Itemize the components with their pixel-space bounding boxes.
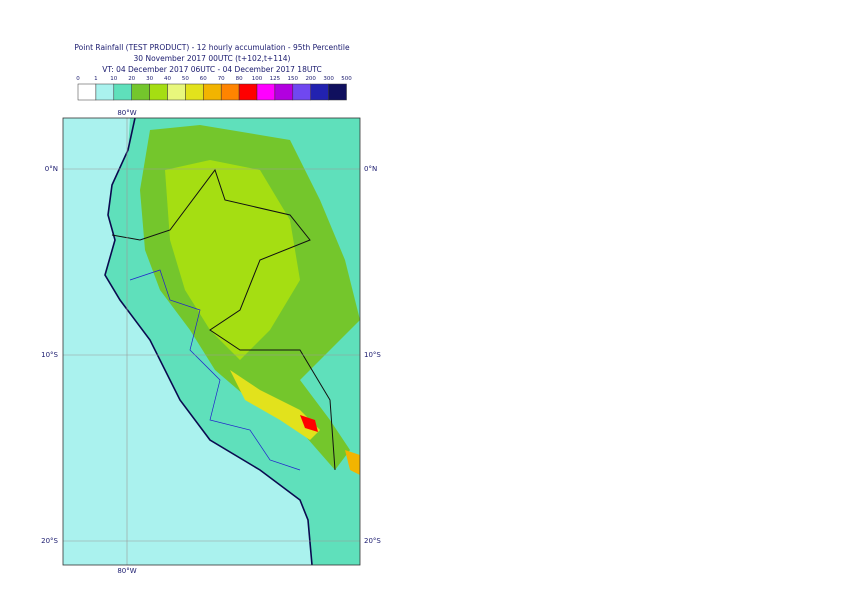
legend-swatch bbox=[77, 83, 97, 101]
legend-label: 500 bbox=[341, 76, 352, 82]
legend-label: 200 bbox=[305, 76, 316, 82]
legend-swatch bbox=[113, 83, 132, 101]
legend-label: 50 bbox=[182, 76, 189, 82]
border bbox=[111, 168, 336, 471]
legend-label: 20 bbox=[128, 76, 135, 82]
legend-label: 1 bbox=[94, 76, 98, 82]
rain-area bbox=[345, 450, 360, 475]
legend-label: 150 bbox=[288, 76, 299, 82]
legend-swatch bbox=[95, 83, 115, 101]
legend-label: 10 bbox=[110, 76, 117, 82]
legend-label: 0 bbox=[76, 76, 80, 82]
legend-label: 30 bbox=[146, 76, 153, 82]
legend-swatch bbox=[292, 83, 311, 101]
lon-label: 80°W bbox=[117, 109, 136, 117]
legend-swatch bbox=[238, 83, 258, 101]
lat-label: 0°N bbox=[45, 165, 58, 173]
lon-label: 80°W bbox=[117, 567, 136, 575]
legend-swatch bbox=[256, 83, 276, 101]
map-frame bbox=[62, 117, 361, 566]
legend-swatch bbox=[131, 83, 150, 101]
legend-swatch bbox=[185, 83, 204, 101]
legend-label: 125 bbox=[270, 76, 281, 82]
legend-label: 40 bbox=[164, 76, 171, 82]
legend-label: 60 bbox=[200, 76, 207, 82]
title-line: 30 November 2017 00UTC (t+102,t+114) bbox=[134, 54, 291, 63]
rain-area bbox=[230, 370, 320, 440]
lat-label: 20°S bbox=[41, 537, 58, 545]
legend-swatch bbox=[220, 83, 240, 101]
lat-label: 10°S bbox=[41, 351, 58, 359]
map bbox=[63, 118, 360, 565]
legend-label: 100 bbox=[252, 76, 263, 82]
lat-label: 10°S bbox=[364, 351, 381, 359]
title-line: Point Rainfall (TEST PRODUCT) - 12 hourl… bbox=[74, 43, 350, 52]
graticule bbox=[63, 118, 360, 565]
lat-label: 20°S bbox=[364, 537, 381, 545]
legend-swatch bbox=[203, 83, 222, 101]
legend-swatch bbox=[167, 83, 186, 101]
region-border bbox=[129, 269, 301, 471]
coastline bbox=[104, 118, 313, 565]
title-line: VT: 04 December 2017 06UTC - 04 December… bbox=[102, 65, 321, 74]
legend-label: 300 bbox=[323, 76, 334, 82]
rain-area bbox=[300, 415, 318, 432]
lat-label: 0°N bbox=[364, 165, 377, 173]
legend-swatch bbox=[149, 83, 168, 101]
legend-label: 70 bbox=[218, 76, 225, 82]
legend-swatch bbox=[310, 83, 329, 101]
legend-label: 80 bbox=[236, 76, 243, 82]
legend-swatch bbox=[328, 83, 347, 101]
legend-swatch bbox=[274, 83, 294, 101]
